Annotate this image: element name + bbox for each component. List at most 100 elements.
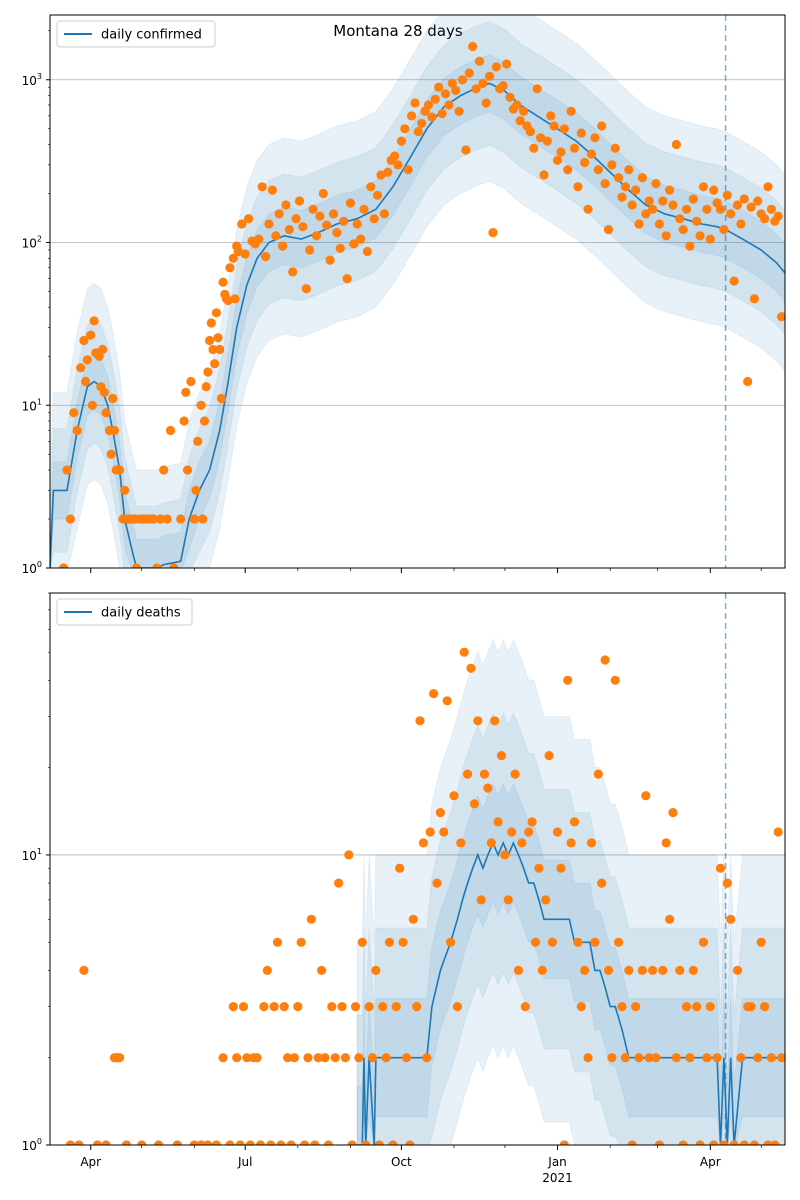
bottom-observed-point xyxy=(74,1140,84,1145)
bottom-observed-point xyxy=(101,1140,111,1145)
top-observed-point xyxy=(162,514,172,524)
top-observed-point xyxy=(532,84,542,94)
top-observed-point xyxy=(715,204,726,214)
bottom-observed-point xyxy=(624,965,634,976)
top-observed-point xyxy=(729,276,739,286)
top-observed-point xyxy=(471,84,481,94)
top-observed-point xyxy=(410,98,420,108)
top-observed-point xyxy=(766,204,777,214)
top-observed-point xyxy=(536,133,546,143)
top-observed-point xyxy=(447,78,457,88)
top-observed-point xyxy=(369,214,379,224)
top-observed-point xyxy=(434,82,444,92)
bottom-observed-point xyxy=(486,838,496,848)
bottom-observed-point xyxy=(517,838,527,848)
bottom-observed-point xyxy=(415,716,425,726)
bottom-observed-point xyxy=(527,817,537,827)
top-observed-point xyxy=(208,344,218,355)
bottom-observed-point xyxy=(306,914,316,924)
bottom-observed-point xyxy=(323,1140,333,1145)
top-observed-point xyxy=(702,204,712,214)
bottom-observed-point xyxy=(651,1053,661,1063)
bottom-observed-point xyxy=(317,965,327,976)
top-observed-point xyxy=(736,219,746,229)
bottom-observed-point xyxy=(357,937,367,947)
bottom-x-tick-label: Apr xyxy=(80,1155,101,1169)
top-observed-point xyxy=(505,92,515,102)
bottom-observed-point xyxy=(688,965,698,976)
top-observed-point xyxy=(705,234,715,244)
bottom-observed-point xyxy=(671,1053,682,1063)
bottom-legend: daily deaths xyxy=(56,598,193,626)
top-observed-point xyxy=(390,151,400,161)
bottom-observed-series xyxy=(65,647,785,1145)
bottom-observed-point xyxy=(524,827,534,837)
bottom-axes-frame xyxy=(49,592,786,1146)
bottom-observed-point xyxy=(340,1053,350,1063)
bottom-observed-point xyxy=(541,895,551,905)
bottom-observed-point xyxy=(245,1140,255,1145)
bottom-observed-point xyxy=(232,1053,242,1063)
top-observed-point xyxy=(454,106,464,116)
top-observed-point xyxy=(203,367,213,377)
top-observed-point xyxy=(69,408,79,418)
bottom-observed-point xyxy=(79,965,89,976)
top-observed-point xyxy=(328,209,339,219)
bottom-observed-point xyxy=(330,1053,340,1063)
top-observed-point xyxy=(383,167,393,177)
bottom-observed-point xyxy=(422,1053,432,1063)
bottom-observed-point xyxy=(334,878,344,888)
bottom-observed-point xyxy=(597,878,607,888)
bottom-observed-point xyxy=(569,817,580,827)
top-observed-point xyxy=(675,214,685,224)
top-observed-point xyxy=(580,157,590,168)
bottom-observed-point xyxy=(203,1140,213,1145)
top-observed-point xyxy=(444,100,454,110)
bottom-observed-point xyxy=(395,863,405,873)
bottom-observed-point xyxy=(603,965,614,976)
top-observed-point xyxy=(169,563,179,568)
top-observed-point xyxy=(165,425,176,436)
bottom-observed-point xyxy=(763,1140,773,1145)
top-observed-point xyxy=(502,59,512,69)
top-observed-point xyxy=(576,128,586,138)
bottom-observed-point xyxy=(586,838,597,848)
top-observed-point xyxy=(281,200,291,210)
bottom-observed-point xyxy=(320,1053,330,1063)
top-observed-point xyxy=(427,112,437,122)
top-observed-point xyxy=(59,563,69,568)
top-observed-point xyxy=(155,514,165,524)
top-observed-point xyxy=(440,89,451,99)
bottom-observed-point xyxy=(749,1140,759,1145)
top-observed-point xyxy=(651,179,661,189)
bottom-observed-point xyxy=(600,655,610,665)
bottom-observed-point xyxy=(262,965,272,976)
top-observed-point xyxy=(228,253,238,263)
bottom-observed-point xyxy=(620,1053,631,1063)
top-observed-point xyxy=(298,222,308,232)
top-observed-point xyxy=(529,143,539,153)
top-observed-point xyxy=(400,124,410,134)
top-observed-point xyxy=(291,214,301,224)
bottom-observed-point xyxy=(566,838,576,848)
top-observed-point xyxy=(240,249,250,259)
top-observed-point xyxy=(695,231,705,241)
bottom-y-tick-label: 101 xyxy=(22,847,42,863)
top-observed-point xyxy=(196,400,206,410)
bottom-observed-point xyxy=(658,965,668,976)
top-observed-point xyxy=(451,85,461,95)
top-observed-point xyxy=(101,408,111,418)
bottom-observed-point xyxy=(563,675,573,685)
bottom-observed-point xyxy=(286,1140,296,1145)
bottom-observed-point xyxy=(137,1140,147,1145)
bottom-observed-point xyxy=(252,1053,262,1063)
top-observed-point xyxy=(86,330,96,340)
bottom-observed-point xyxy=(476,895,486,905)
bottom-observed-point xyxy=(354,1053,364,1063)
top-observed-point xyxy=(205,335,215,346)
top-observed-point xyxy=(79,335,89,346)
top-observed-point xyxy=(379,209,389,219)
bottom-observed-point xyxy=(429,689,439,699)
bottom-observed-point xyxy=(681,1002,692,1012)
